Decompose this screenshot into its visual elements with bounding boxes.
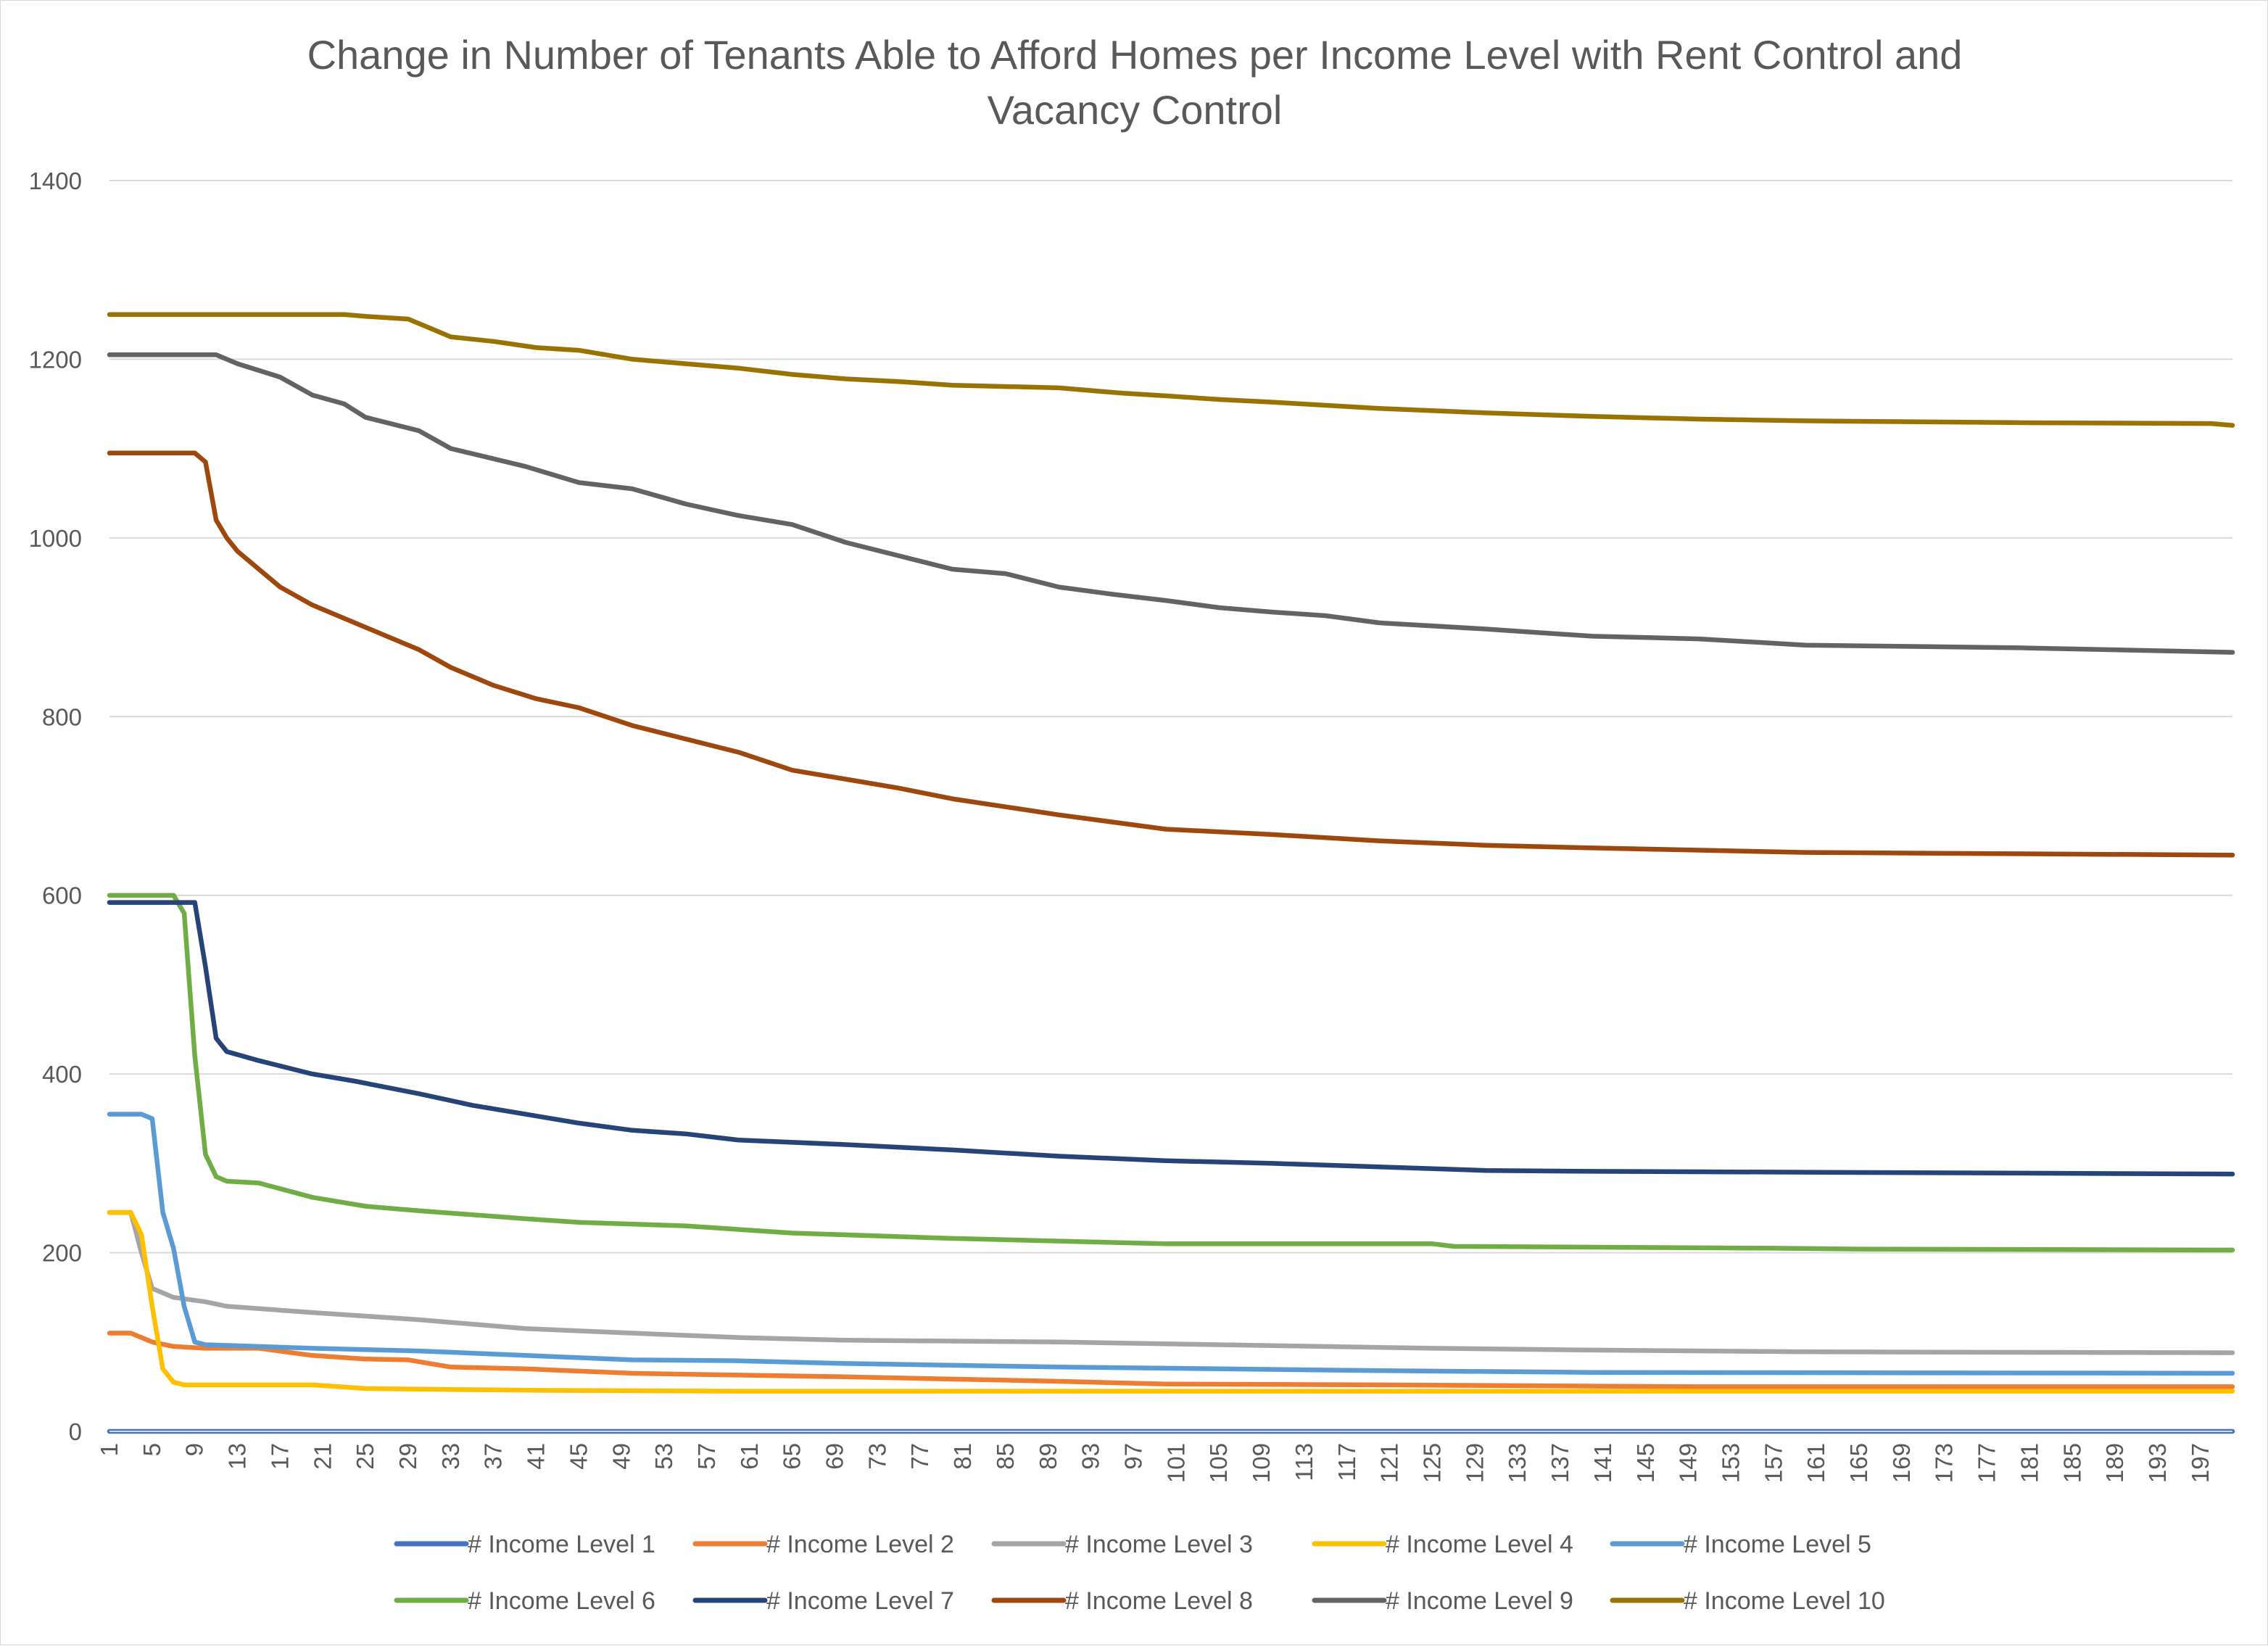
x-tick-label: 197 <box>2187 1443 2214 1483</box>
chart-title: Change in Number of Tenants Able to Affo… <box>307 32 1963 133</box>
x-tick-label: 65 <box>779 1443 806 1470</box>
x-tick-label: 9 <box>181 1443 208 1456</box>
x-tick-label: 137 <box>1547 1443 1573 1483</box>
series-line-income-level-9 <box>107 352 2235 655</box>
series-line-income-level-8 <box>107 450 2235 858</box>
x-tick-label: 45 <box>565 1443 592 1470</box>
series-line-income-level-7 <box>107 900 2235 1177</box>
x-tick-label: 129 <box>1461 1443 1488 1483</box>
y-tick-label: 1000 <box>29 525 82 552</box>
legend-label: # Income Level 8 <box>1065 1587 1253 1615</box>
legend-label: # Income Level 3 <box>1065 1531 1253 1558</box>
x-tick-label: 173 <box>1931 1443 1958 1483</box>
x-tick-label: 89 <box>1035 1443 1061 1470</box>
legend-label: # Income Level 2 <box>766 1531 954 1558</box>
series-lines <box>107 312 2235 1434</box>
x-tick-label: 21 <box>309 1443 336 1470</box>
x-tick-label: 93 <box>1077 1443 1104 1470</box>
x-tick-label: 33 <box>437 1443 464 1470</box>
x-tick-label: 149 <box>1675 1443 1702 1483</box>
series-line-income-level-2 <box>107 1331 2235 1389</box>
x-tick-label: 1 <box>96 1443 123 1456</box>
y-tick-label: 1400 <box>29 168 82 194</box>
x-tick-label: 81 <box>949 1443 976 1470</box>
chart-title-line-1: Change in Number of Tenants Able to Affo… <box>307 32 1963 78</box>
x-tick-label: 61 <box>736 1443 763 1470</box>
legend-label: # Income Level 1 <box>468 1531 655 1558</box>
x-tick-label: 109 <box>1248 1443 1275 1483</box>
x-tick-label: 69 <box>821 1443 848 1470</box>
x-tick-label: 133 <box>1504 1443 1531 1483</box>
series-line-income-level-10 <box>107 312 2235 428</box>
x-tick-label: 161 <box>1803 1443 1829 1483</box>
legend-label: # Income Level 5 <box>1684 1531 1871 1558</box>
x-tick-label: 153 <box>1717 1443 1744 1483</box>
x-tick-label: 165 <box>1845 1443 1872 1483</box>
legend-label: # Income Level 9 <box>1386 1587 1573 1615</box>
y-tick-label: 1200 <box>29 346 82 373</box>
series-line-income-level-4 <box>107 1209 2235 1394</box>
x-tick-label: 105 <box>1205 1443 1232 1483</box>
y-tick-label: 0 <box>69 1418 82 1445</box>
gridlines <box>109 180 2232 1254</box>
x-tick-label: 29 <box>394 1443 421 1470</box>
legend-label: # Income Level 7 <box>766 1587 954 1615</box>
x-tick-label: 73 <box>864 1443 890 1470</box>
x-tick-label: 57 <box>693 1443 720 1470</box>
x-tick-label: 13 <box>224 1443 251 1470</box>
x-tick-label: 113 <box>1291 1443 1317 1481</box>
x-tick-label: 17 <box>266 1443 293 1470</box>
x-tick-label: 189 <box>2101 1443 2128 1483</box>
x-tick-label: 41 <box>523 1443 550 1470</box>
x-tick-label: 125 <box>1418 1443 1445 1483</box>
series-line-income-level-3 <box>107 1209 2235 1355</box>
x-tick-label: 25 <box>352 1443 378 1470</box>
x-tick-label: 117 <box>1333 1443 1360 1481</box>
x-tick-label: 169 <box>1888 1443 1915 1483</box>
chart-title-line-2: Vacancy Control <box>988 87 1283 133</box>
x-tick-label: 85 <box>992 1443 1019 1470</box>
legend-label: # Income Level 10 <box>1684 1587 1885 1615</box>
x-tick-label: 185 <box>2058 1443 2085 1483</box>
legend-label: # Income Level 6 <box>468 1587 655 1615</box>
legend: # Income Level 1 # Income Level 2 # Income… <box>394 1531 1885 1615</box>
y-tick-label: 200 <box>42 1240 82 1267</box>
x-tick-label: 5 <box>138 1443 165 1456</box>
x-axis: 1 5 9 13 17 21 25 29 33 37 41 45 49 53 57 61 65 69 73 77 81 8… <box>96 1431 2232 1483</box>
x-tick-label: 97 <box>1120 1443 1147 1470</box>
legend-label: # Income Level 4 <box>1386 1531 1573 1558</box>
x-tick-label: 177 <box>1974 1443 2000 1483</box>
x-tick-label: 53 <box>650 1443 677 1470</box>
x-tick-label: 77 <box>906 1443 933 1470</box>
x-tick-label: 101 <box>1162 1443 1189 1483</box>
x-tick-label: 193 <box>2144 1443 2171 1483</box>
series-line-income-level-6 <box>107 893 2235 1253</box>
x-tick-label: 37 <box>480 1443 507 1470</box>
x-tick-label: 121 <box>1376 1443 1403 1483</box>
x-tick-label: 141 <box>1589 1443 1616 1483</box>
x-tick-label: 181 <box>2016 1443 2043 1483</box>
series-line-income-level-5 <box>107 1112 2235 1376</box>
x-tick-label: 157 <box>1760 1443 1787 1483</box>
x-tick-label: 145 <box>1632 1443 1659 1483</box>
x-tick-label: 49 <box>608 1443 634 1470</box>
y-tick-label: 400 <box>42 1061 82 1088</box>
y-tick-label: 800 <box>42 703 82 730</box>
y-axis: 0 200 400 600 800 1000 1200 1400 <box>29 168 82 1445</box>
y-tick-label: 600 <box>42 882 82 909</box>
